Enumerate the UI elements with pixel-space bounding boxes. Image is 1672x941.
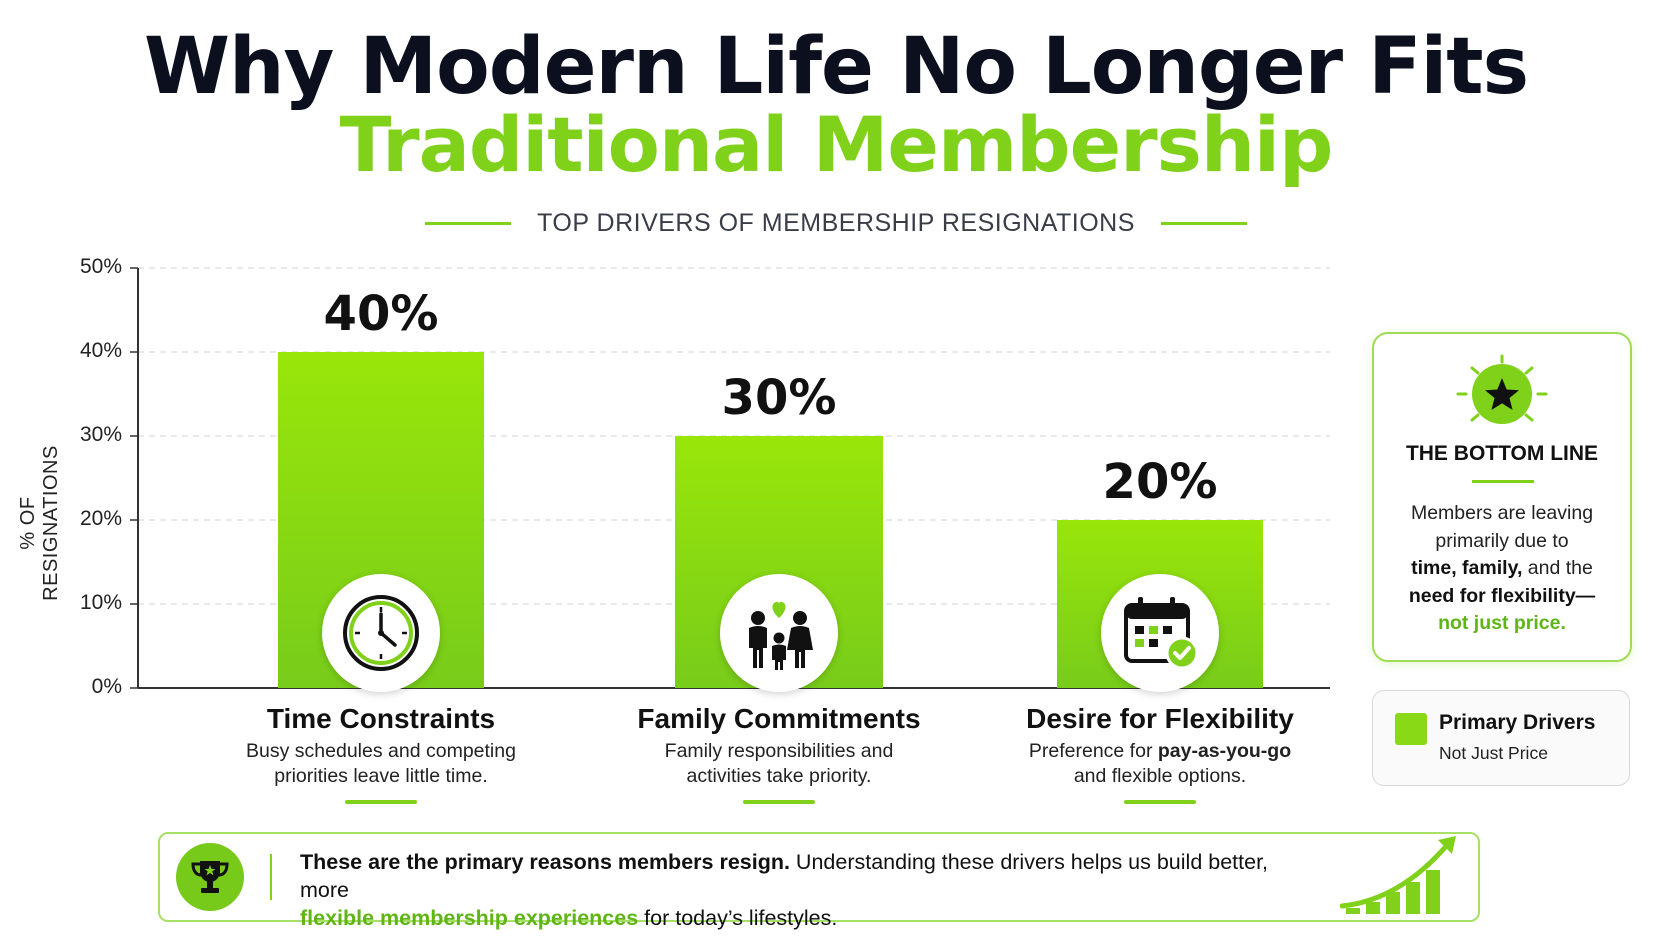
growth-chart-icon [1340,836,1456,914]
y-tick-label: 30% [79,423,122,446]
category-underline [345,800,417,804]
y-tick-label: 10% [79,591,122,614]
y-tick-label: 0% [91,675,122,698]
desc-line: Busy schedules and competing [246,740,516,762]
category-description-flexibility: Preference for pay-as-you-go and flexibl… [960,739,1360,789]
bottom-line-title: THE BOTTOM LINE [1405,442,1599,465]
legend-swatch [1395,713,1427,745]
banner-text-2: for today’s lifestyles. [638,906,838,930]
banner-text-1: Understanding these drivers helps us bui… [300,850,1269,902]
category-underline [1124,800,1196,804]
subtitle-rule-right [1160,221,1247,225]
category-label-flexibility: Desire for Flexibility [1026,703,1294,734]
banner-divider [270,854,272,900]
family-icon [720,574,838,692]
category-underline [743,800,815,804]
category-description-time: Busy schedules and competing priorities … [181,739,581,789]
bottom-line-rule [1472,480,1534,483]
chart-subtitle: TOP DRIVERS OF MEMBERSHIP RESIGNATIONS [537,208,1135,237]
bl-bold-1: time, family, [1411,557,1523,579]
y-tick-label: 20% [79,507,122,530]
value-label-family: 30% [721,370,837,426]
bottom-line-card: THE BOTTOM LINE Members are leaving prim… [1372,332,1632,662]
category-label-family: Family Commitments [637,703,921,734]
summary-banner: These are the primary reasons members re… [158,832,1480,930]
bottom-line-text: Members are leaving primarily due to tim… [1382,500,1622,638]
desc-line: and flexible options. [1073,765,1247,787]
banner-green: flexible membership experiences [300,906,639,930]
clock-icon [322,574,440,692]
bl-bold-2: need for flexibility— [1408,584,1596,607]
trophy-icon [176,843,244,911]
bl-text-1: Members are leaving primarily due to [1410,502,1594,552]
value-label-time: 40% [323,286,439,342]
bl-green: not just price. [1438,612,1566,634]
desc-line: activities take priority. [686,765,872,787]
chart-subtitle-row: TOP DRIVERS OF MEMBERSHIP RESIGNATIONS [0,208,1672,238]
value-label-flexibility: 20% [1102,454,1218,510]
bl-text-2: and the [1522,557,1593,579]
banner-text: These are the primary reasons members re… [300,848,1320,932]
calendar-check-icon [1101,574,1219,692]
category-description-family: Family responsibilities and activities t… [579,739,979,789]
desc-bold: pay-as-you-go [1157,740,1292,762]
desc-line: priorities leave little time. [274,765,488,787]
category-label-time: Time Constraints [266,703,496,734]
page-title-line1: Why Modern Life No Longer Fits [143,22,1529,112]
page-title-line2: Traditional Membership [339,100,1334,189]
subtitle-rule-left [425,221,512,225]
y-tick-label: 50% [79,255,122,278]
desc-line: Family responsibilities and [664,740,894,762]
legend: Primary Drivers Not Just Price [1372,690,1630,786]
y-tick-label: 40% [79,339,122,362]
desc-line: Preference for [1028,740,1158,762]
star-icon [1456,354,1548,424]
legend-subtitle: Not Just Price [1439,743,1548,763]
banner-bold: These are the primary reasons members re… [300,850,790,874]
legend-title: Primary Drivers [1439,711,1596,734]
